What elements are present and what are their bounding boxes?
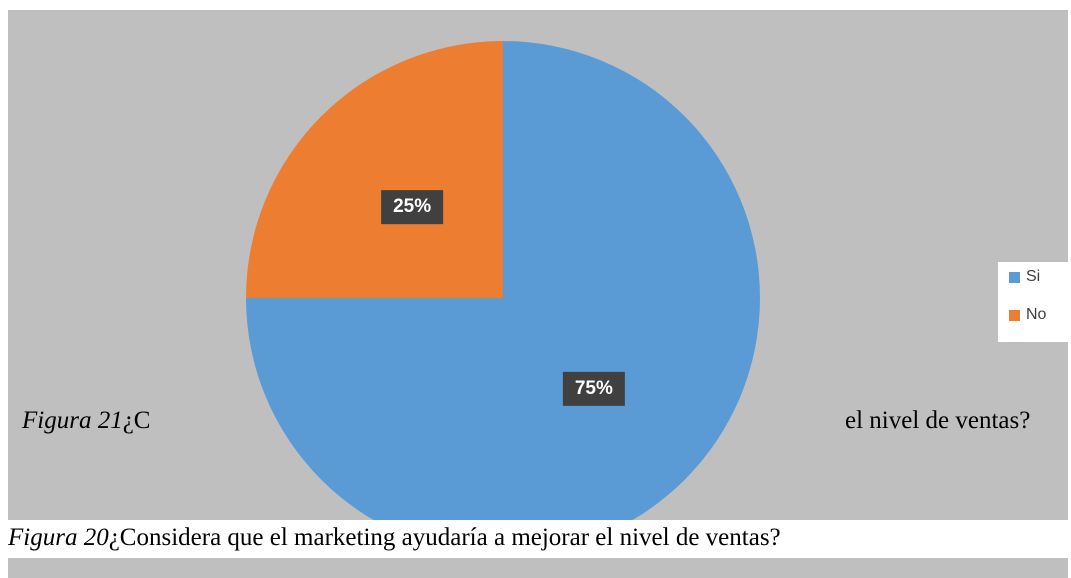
legend-items: Si No [1009,268,1047,323]
caption-text: ¿Considera que el marketing ayudaría a m… [109,524,781,551]
label-box [562,371,625,406]
data-label: 25% [393,196,431,217]
pie-slice [246,41,503,298]
data-label: 75% [575,378,613,399]
caption-21-end: el nivel de ventas? [845,407,1030,434]
pie-slice [246,41,760,520]
caption-label: Figura 21 [21,407,123,434]
caption-21: Figura 21¿C [21,407,150,434]
legend-swatch [1009,272,1020,283]
legend-label: No [1026,306,1047,323]
caption-text: ¿C [123,407,151,434]
data-labels: 75% 25% [381,190,625,406]
legend-swatch [1009,310,1020,321]
pie [246,41,760,520]
caption-20: Figura 20¿Considera que el marketing ayu… [7,524,781,551]
label-box [381,190,444,225]
caption-label: Figura 20 [7,524,109,551]
legend-label: Si [1026,268,1040,285]
next-chart-area [8,558,1068,578]
